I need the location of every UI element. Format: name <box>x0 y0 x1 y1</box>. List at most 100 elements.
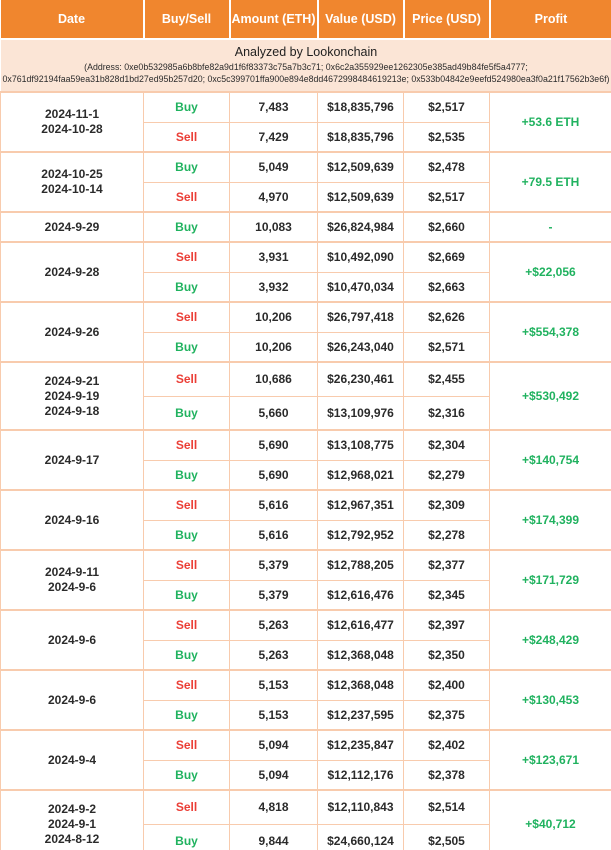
side-cell: Buy <box>143 823 230 850</box>
date-line: 2024-9-6 <box>47 632 97 647</box>
banner-title: Analyzed by Lookonchain <box>234 45 378 59</box>
price-cell: $2,375 <box>403 699 490 731</box>
price-cell: $2,400 <box>403 669 490 701</box>
profit-cell: +$530,492 <box>489 361 611 431</box>
amount-cell: 10,083 <box>229 211 318 243</box>
table-row: 2024-9-28 Sell 3,931 $10,492,090 $2,669 +$22,… <box>0 241 611 303</box>
table-row: 2024-9-17 Sell 5,690 $13,108,775 $2,304 +$140… <box>0 429 611 491</box>
date-cell: 2024-9-11 2024-9-6 <box>0 549 144 611</box>
price-cell: $2,378 <box>403 759 490 791</box>
amount-cell: 5,616 <box>229 489 318 521</box>
amount-cell: 4,970 <box>229 181 318 213</box>
date-cell: 2024-10-25 2024-10-14 <box>0 151 144 213</box>
price-cell: $2,663 <box>403 271 490 303</box>
side-cell: Buy <box>143 459 230 491</box>
value-cell: $12,967,351 <box>317 489 404 521</box>
price-cell: $2,350 <box>403 639 490 671</box>
profit-cell: +$140,754 <box>489 429 611 491</box>
amount-cell: 10,206 <box>229 331 318 363</box>
price-cell: $2,660 <box>403 211 490 243</box>
price-cell: $2,669 <box>403 241 490 273</box>
date-line: 2024-9-6 <box>47 692 97 707</box>
value-cell: $26,824,984 <box>317 211 404 243</box>
value-cell: $12,110,843 <box>317 789 404 825</box>
profit-cell: +$40,712 <box>489 789 611 850</box>
amount-cell: 5,690 <box>229 459 318 491</box>
amount-cell: 5,153 <box>229 669 318 701</box>
table-row: 2024-9-2 2024-9-1 2024-8-12 Sell 4,818 $12,11… <box>0 789 611 850</box>
amount-cell: 5,660 <box>229 395 318 431</box>
profit-cell: - <box>489 211 611 243</box>
table-row: Buy 9,844 $24,660,124 $2,505 <box>1 823 611 850</box>
table-row: Buy 5,660 $13,109,976 $2,316 <box>1 395 611 431</box>
side-cell: Sell <box>143 181 230 213</box>
value-cell: $12,368,048 <box>317 669 404 701</box>
profit-cell: +$174,399 <box>489 489 611 551</box>
amount-cell: 5,094 <box>229 729 318 761</box>
amount-cell: 5,049 <box>229 151 318 183</box>
value-cell: $26,230,461 <box>317 361 404 397</box>
amount-cell: 10,686 <box>229 361 318 397</box>
amount-cell: 3,931 <box>229 241 318 273</box>
column-header-value: Value (USD) <box>317 0 405 40</box>
profit-cell: +53.6 ETH <box>489 91 611 153</box>
amount-cell: 5,153 <box>229 699 318 731</box>
banner-address-line-1: (Address: 0xe0b532985a6b8bfe82a9d1f6f833… <box>84 62 528 72</box>
price-cell: $2,345 <box>403 579 490 611</box>
amount-cell: 5,263 <box>229 639 318 671</box>
date-line: 2024-9-2 <box>47 801 97 816</box>
date-line: 2024-9-18 <box>44 403 100 418</box>
date-line: 2024-9-29 <box>44 219 100 234</box>
side-cell: Sell <box>143 429 230 461</box>
table-row: Buy 3,932 $10,470,034 $2,663 <box>1 271 611 303</box>
side-cell: Buy <box>143 91 230 123</box>
profit-cell: +$130,453 <box>489 669 611 731</box>
value-cell: $26,243,040 <box>317 331 404 363</box>
table-row: 2024-9-26 Sell 10,206 $26,797,418 $2,626 +$55… <box>0 301 611 363</box>
value-cell: $18,835,796 <box>317 91 404 123</box>
table-row: 2024-9-11 2024-9-6 Sell 5,379 $12,788,205 $2,… <box>0 549 611 611</box>
analysis-banner-row: Analyzed by Lookonchain (Address: 0xe0b5… <box>0 39 611 93</box>
price-cell: $2,455 <box>403 361 490 397</box>
price-cell: $2,402 <box>403 729 490 761</box>
price-cell: $2,571 <box>403 331 490 363</box>
date-line: 2024-9-17 <box>44 452 100 467</box>
profit-cell: +$171,729 <box>489 549 611 611</box>
price-cell: $2,478 <box>403 151 490 183</box>
date-cell: 2024-11-1 2024-10-28 <box>0 91 144 153</box>
side-cell: Buy <box>143 579 230 611</box>
value-cell: $12,509,639 <box>317 151 404 183</box>
table-row: 2024-9-21 2024-9-19 2024-9-18 Sell 10,686 $26… <box>0 361 611 431</box>
table-row: 2024-10-25 2024-10-14 Buy 5,049 $12,509,639 $… <box>0 151 611 213</box>
date-cell: 2024-9-16 <box>0 489 144 551</box>
column-header-amount: Amount (ETH) <box>229 0 319 40</box>
amount-cell: 10,206 <box>229 301 318 333</box>
value-cell: $12,509,639 <box>317 181 404 213</box>
analysis-banner: Analyzed by Lookonchain (Address: 0xe0b5… <box>0 39 611 93</box>
date-line: 2024-9-4 <box>47 752 97 767</box>
value-cell: $12,235,847 <box>317 729 404 761</box>
price-cell: $2,316 <box>403 395 490 431</box>
amount-cell: 5,263 <box>229 609 318 641</box>
date-line: 2024-9-28 <box>44 264 100 279</box>
amount-cell: 7,429 <box>229 121 318 153</box>
price-cell: $2,505 <box>403 823 490 850</box>
value-cell: $18,835,796 <box>317 121 404 153</box>
date-line: 2024-9-11 <box>44 565 100 579</box>
price-cell: $2,397 <box>403 609 490 641</box>
value-cell: $12,788,205 <box>317 549 404 581</box>
date-line: 2024-10-28 <box>41 122 103 136</box>
amount-cell: 5,616 <box>229 519 318 551</box>
table-row: 2024-9-29 Buy 10,083 $26,824,984 $2,660- <box>0 211 611 243</box>
amount-cell: 3,932 <box>229 271 318 303</box>
date-line: 2024-9-6 <box>47 580 97 594</box>
table-row: 2024-11-1 2024-10-28 Buy 7,483 $18,835,796 $2… <box>0 91 611 153</box>
date-line: 2024-11-1 <box>44 107 100 121</box>
side-cell: Buy <box>143 211 230 243</box>
date-line: 2024-10-25 <box>41 167 103 181</box>
profit-cell: +79.5 ETH <box>489 151 611 213</box>
profit-cell: +$554,378 <box>489 301 611 363</box>
price-cell: $2,279 <box>403 459 490 491</box>
value-cell: $12,616,477 <box>317 609 404 641</box>
